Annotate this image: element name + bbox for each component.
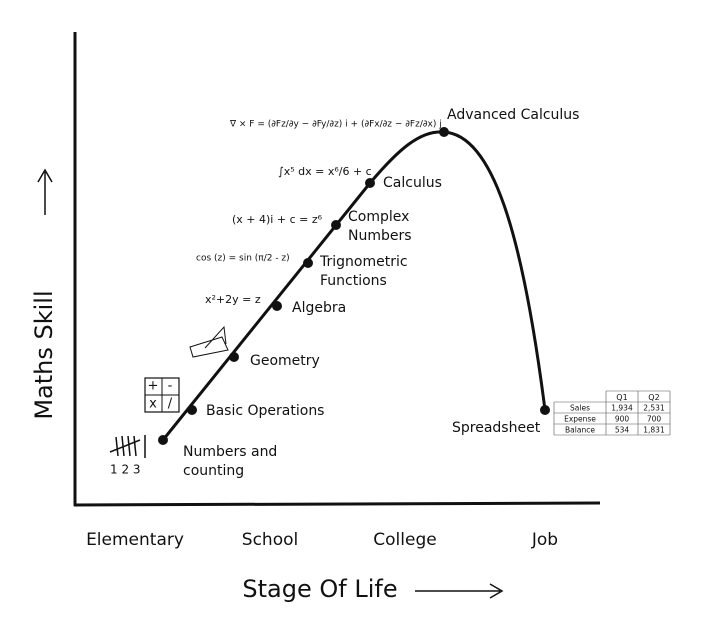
milestone-point (229, 352, 239, 362)
geometry-sketch (189, 325, 229, 358)
milestone-point (439, 127, 449, 137)
table-cell: 1,831 (643, 426, 665, 435)
formula: ∫x⁵ dx = x⁶/6 + c (278, 165, 372, 178)
skill-curve (161, 130, 547, 441)
y-arrow (37, 168, 53, 215)
table-header: Q2 (648, 393, 659, 402)
table-cell: Sales (570, 404, 590, 413)
stage-label: College (373, 530, 436, 550)
x-axis-label: Stage Of Life (242, 575, 397, 603)
milestone-point (272, 301, 282, 311)
formula: x²+2y = z (205, 293, 261, 306)
formula: cos (z) = sin (π/2 - z) (196, 254, 290, 264)
tally-marks (109, 435, 146, 458)
milestone-label: Basic Operations (206, 403, 324, 419)
table-header: Q1 (616, 393, 627, 402)
table-cell: Expense (564, 415, 596, 424)
formula: (x + 4)i + c = z⁶ (232, 213, 323, 226)
operations-box: + -x / (144, 377, 180, 413)
table-cell: Balance (565, 426, 595, 435)
operation: x (149, 397, 157, 412)
milestone-point (187, 405, 197, 415)
table-cell: 700 (647, 415, 662, 424)
milestone-label: Functions (320, 273, 387, 289)
milestone-point (158, 435, 168, 445)
operation: - (168, 379, 173, 394)
milestone-label: Calculus (383, 175, 442, 191)
milestone-label: Spreadsheet (452, 420, 541, 436)
milestone-label: Numbers (348, 228, 412, 244)
spreadsheet-table: Q1 Q2 Sales 1,934 2,531 Expense 900 700 Balance 5… (553, 390, 671, 436)
milestone-label: Trignometric (319, 254, 408, 270)
operation: + (148, 379, 159, 394)
stage-label: Job (531, 530, 558, 550)
milestone-point (331, 220, 341, 230)
x-axis (73, 501, 601, 507)
formula: ∇ × F = (∂Fz/∂y − ∂Fy/∂z) i + (∂Fx/∂z − … (229, 120, 442, 130)
stage-label: Elementary (86, 530, 184, 550)
milestone-point (303, 258, 313, 268)
operation: / (168, 397, 173, 412)
table-cell: 2,531 (643, 404, 665, 413)
table-cell: 534 (615, 426, 630, 435)
milestone-label: Numbers and (183, 444, 277, 460)
y-axis-label: Maths Skill (30, 290, 58, 419)
table-cell: 1,934 (611, 404, 633, 413)
table-cell: 900 (615, 415, 630, 424)
tally-numbers: 1 2 3 (110, 463, 141, 477)
milestone-label: counting (183, 463, 244, 479)
stage-label: School (242, 530, 298, 550)
milestone-label: Complex (348, 209, 409, 225)
milestone-point (365, 178, 375, 188)
milestone-label: Algebra (292, 300, 346, 316)
milestone-label: Advanced Calculus (447, 107, 579, 123)
x-arrow (415, 583, 504, 599)
milestone-point (540, 405, 550, 415)
milestone-label: Geometry (250, 353, 320, 369)
